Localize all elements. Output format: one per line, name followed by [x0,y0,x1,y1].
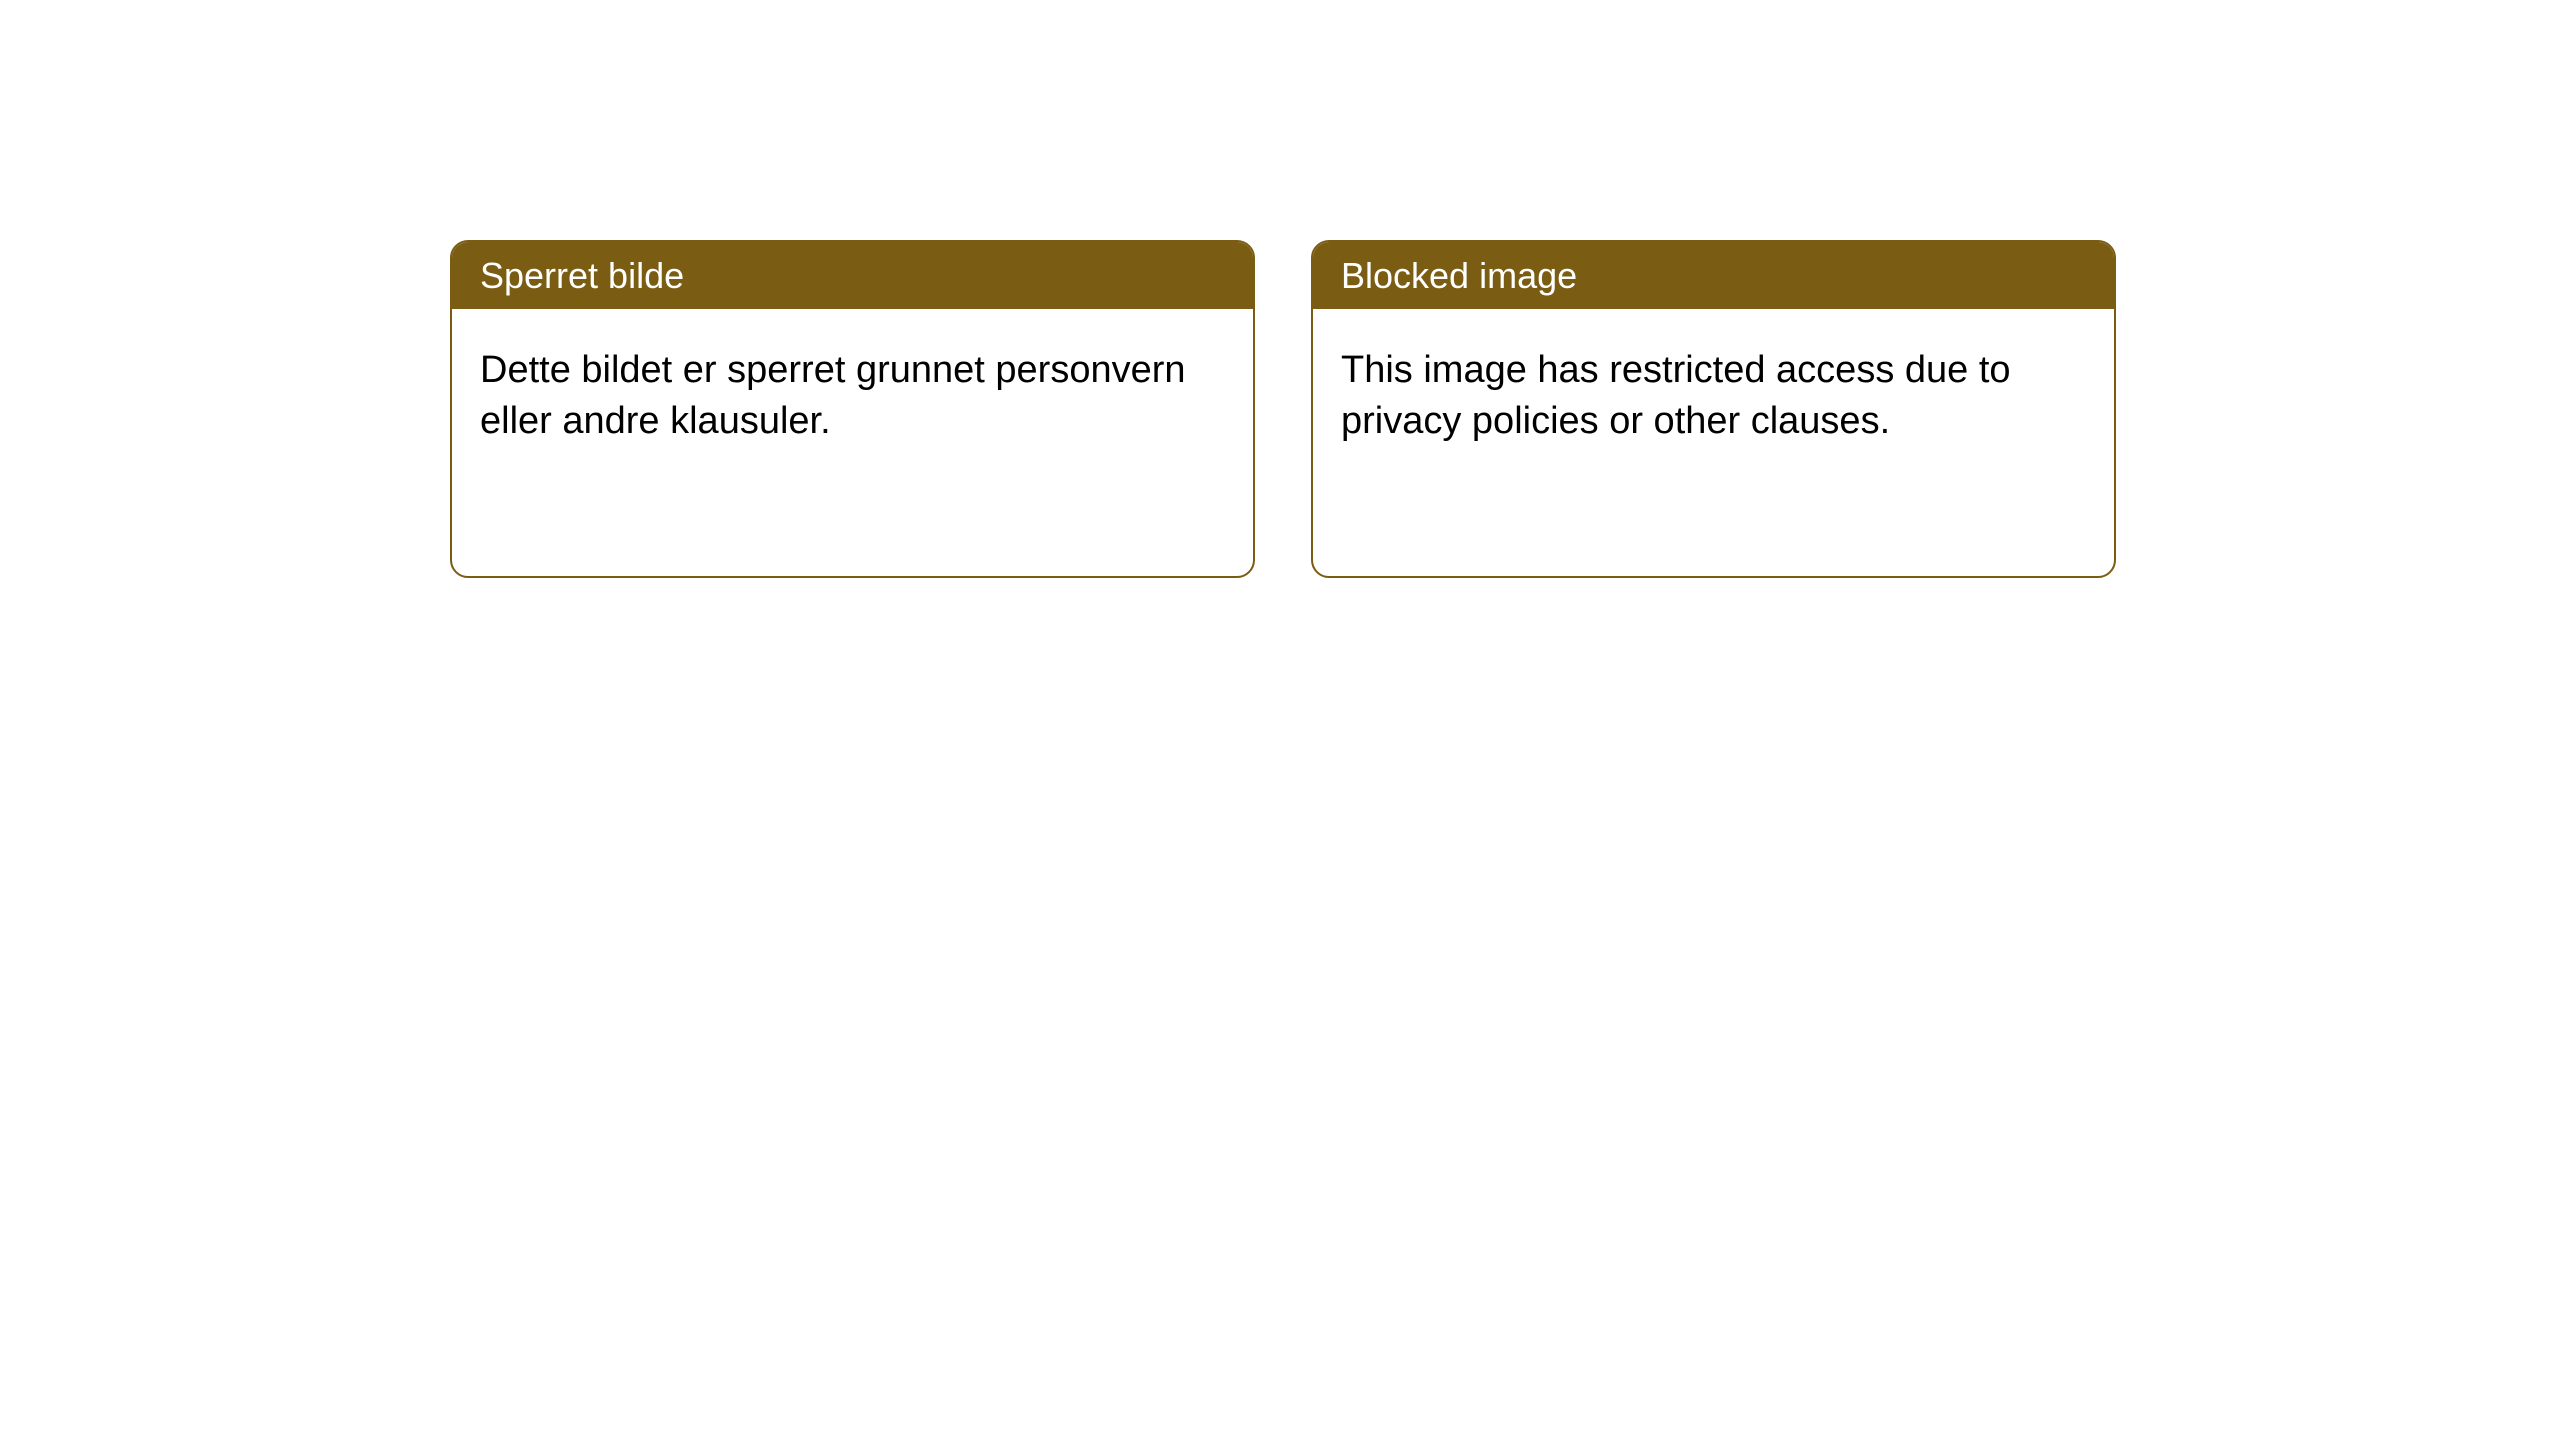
notice-body: Dette bildet er sperret grunnet personve… [452,309,1253,484]
notice-body-text: This image has restricted access due to … [1341,349,2011,442]
notice-title: Sperret bilde [480,255,684,296]
notice-header: Blocked image [1313,242,2114,309]
notices-container: Sperret bilde Dette bildet er sperret gr… [0,0,2560,578]
notice-body-text: Dette bildet er sperret grunnet personve… [480,349,1186,442]
notice-header: Sperret bilde [452,242,1253,309]
notice-body: This image has restricted access due to … [1313,309,2114,484]
notice-title: Blocked image [1341,255,1577,296]
notice-box-english: Blocked image This image has restricted … [1311,240,2116,578]
notice-box-norwegian: Sperret bilde Dette bildet er sperret gr… [450,240,1255,578]
